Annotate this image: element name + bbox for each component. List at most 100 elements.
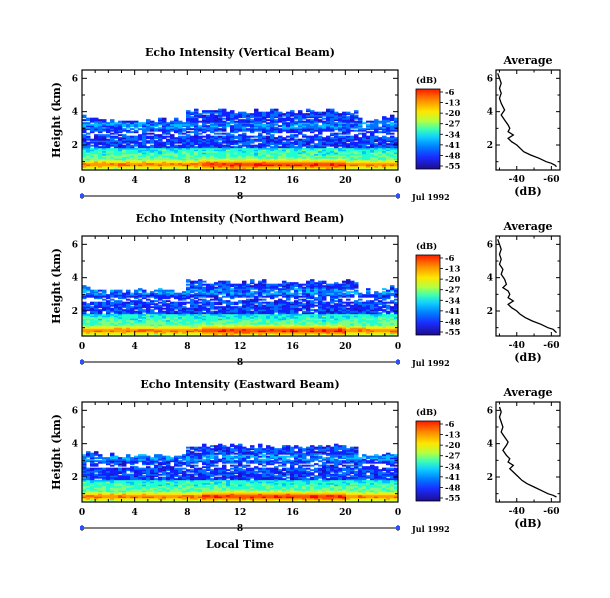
heatmap-cell bbox=[386, 304, 391, 307]
heatmap-cell bbox=[274, 119, 279, 122]
heatmap-cell bbox=[202, 140, 207, 143]
heatmap-cell bbox=[278, 138, 283, 141]
heatmap-cell bbox=[118, 155, 123, 158]
heatmap-cell bbox=[382, 138, 387, 141]
heatmap-cell bbox=[358, 137, 363, 140]
heatmap-cell bbox=[282, 303, 287, 306]
heatmap-cell bbox=[106, 306, 111, 309]
heatmap-cell bbox=[350, 167, 355, 170]
heatmap-cell bbox=[214, 313, 219, 316]
heatmap-cell bbox=[138, 303, 143, 306]
heatmap-cell bbox=[82, 150, 87, 153]
heatmap-cell bbox=[362, 324, 367, 327]
heatmap-cell bbox=[238, 156, 243, 159]
heatmap-cell bbox=[186, 294, 191, 297]
heatmap-cell bbox=[126, 122, 131, 125]
heatmap-cell bbox=[206, 328, 211, 331]
heatmap-cell bbox=[182, 143, 187, 146]
heatmap-cell bbox=[354, 289, 359, 292]
heatmap-cell bbox=[214, 291, 219, 294]
heatmap-cell bbox=[298, 129, 303, 132]
heatmap-cell bbox=[270, 321, 275, 324]
heatmap-cell bbox=[110, 316, 115, 319]
heatmap-cell bbox=[306, 325, 311, 328]
heatmap-cell bbox=[150, 328, 155, 331]
heatmap-cell bbox=[318, 135, 323, 138]
heatmap-cell bbox=[94, 303, 99, 306]
heatmap-cell bbox=[106, 140, 111, 143]
heatmap-cell bbox=[234, 126, 239, 129]
heatmap-cell bbox=[82, 155, 87, 158]
heatmap-cell bbox=[310, 137, 315, 140]
heatmap-cell bbox=[306, 108, 311, 111]
heatmap-cell bbox=[358, 156, 363, 159]
heatmap-cell bbox=[322, 162, 327, 165]
heatmap-cell bbox=[138, 137, 143, 140]
heatmap-cell bbox=[278, 315, 283, 318]
heatmap-cell bbox=[370, 307, 375, 310]
heatmap-cell bbox=[246, 310, 251, 313]
heatmap-cell bbox=[302, 307, 307, 310]
heatmap-cell bbox=[322, 128, 327, 131]
heatmap-cell bbox=[122, 144, 127, 147]
heatmap-cell bbox=[182, 321, 187, 324]
heatmap-cell bbox=[94, 310, 99, 313]
heatmap-cell bbox=[102, 291, 107, 294]
heatmap-cell bbox=[322, 303, 327, 306]
heatmap-cell bbox=[118, 164, 123, 167]
heatmap-cell bbox=[238, 125, 243, 128]
heatmap-cell bbox=[110, 141, 115, 144]
heatmap-cell bbox=[346, 116, 351, 119]
heatmap-cell bbox=[162, 327, 167, 330]
heatmap-cell bbox=[390, 116, 395, 119]
heatmap-cell bbox=[218, 324, 223, 327]
heatmap-cell bbox=[390, 150, 395, 153]
heatmap-cell bbox=[110, 294, 115, 297]
heatmap-cell bbox=[198, 128, 203, 131]
heatmap-cell bbox=[306, 110, 311, 113]
heatmap-cell bbox=[130, 164, 135, 167]
heatmap-cell bbox=[298, 322, 303, 325]
heatmap-cell bbox=[266, 137, 271, 140]
heatmap-cell bbox=[302, 316, 307, 319]
heatmap-cell bbox=[234, 155, 239, 158]
heatmap-cell bbox=[194, 150, 199, 153]
heatmap-cell bbox=[322, 143, 327, 146]
heatmap-cell bbox=[190, 122, 195, 125]
heatmap-cell bbox=[334, 331, 339, 334]
heatmap-cell bbox=[118, 153, 123, 156]
heatmap-cell bbox=[366, 306, 371, 309]
heatmap-cell bbox=[106, 144, 111, 147]
heatmap-cell bbox=[134, 318, 139, 321]
heatmap-cell bbox=[122, 164, 127, 167]
heatmap-cell bbox=[338, 304, 343, 307]
heatmap-cell bbox=[90, 307, 95, 310]
heatmap-cell bbox=[218, 292, 223, 295]
heatmap-cell bbox=[354, 158, 359, 161]
heatmap-cell bbox=[210, 120, 215, 123]
heatmap-cell bbox=[358, 307, 363, 310]
heatmap-cell bbox=[286, 318, 291, 321]
heatmap-cell bbox=[354, 120, 359, 123]
heatmap-cell bbox=[390, 114, 395, 117]
heatmap-cell bbox=[122, 316, 127, 319]
heatmap-cell bbox=[266, 309, 271, 312]
heatmap-cell bbox=[234, 306, 239, 309]
heatmap-cell bbox=[194, 149, 199, 152]
heatmap-cell bbox=[246, 324, 251, 327]
heatmap-cell bbox=[290, 162, 295, 165]
heatmap-cell bbox=[278, 120, 283, 123]
heatmap-cell bbox=[326, 315, 331, 318]
heatmap-cell bbox=[94, 144, 99, 147]
heatmap-cell bbox=[202, 280, 207, 283]
heatmap-cell bbox=[318, 328, 323, 331]
heatmap-cell bbox=[394, 117, 399, 120]
heatmap-cell bbox=[82, 306, 87, 309]
heatmap-cell bbox=[154, 128, 159, 131]
heatmap-cell bbox=[82, 327, 87, 330]
heatmap-cell bbox=[294, 143, 299, 146]
heatmap-cell bbox=[266, 325, 271, 328]
heatmap-cell bbox=[246, 140, 251, 143]
heatmap-cell bbox=[386, 167, 391, 170]
heatmap-cell bbox=[98, 119, 103, 122]
